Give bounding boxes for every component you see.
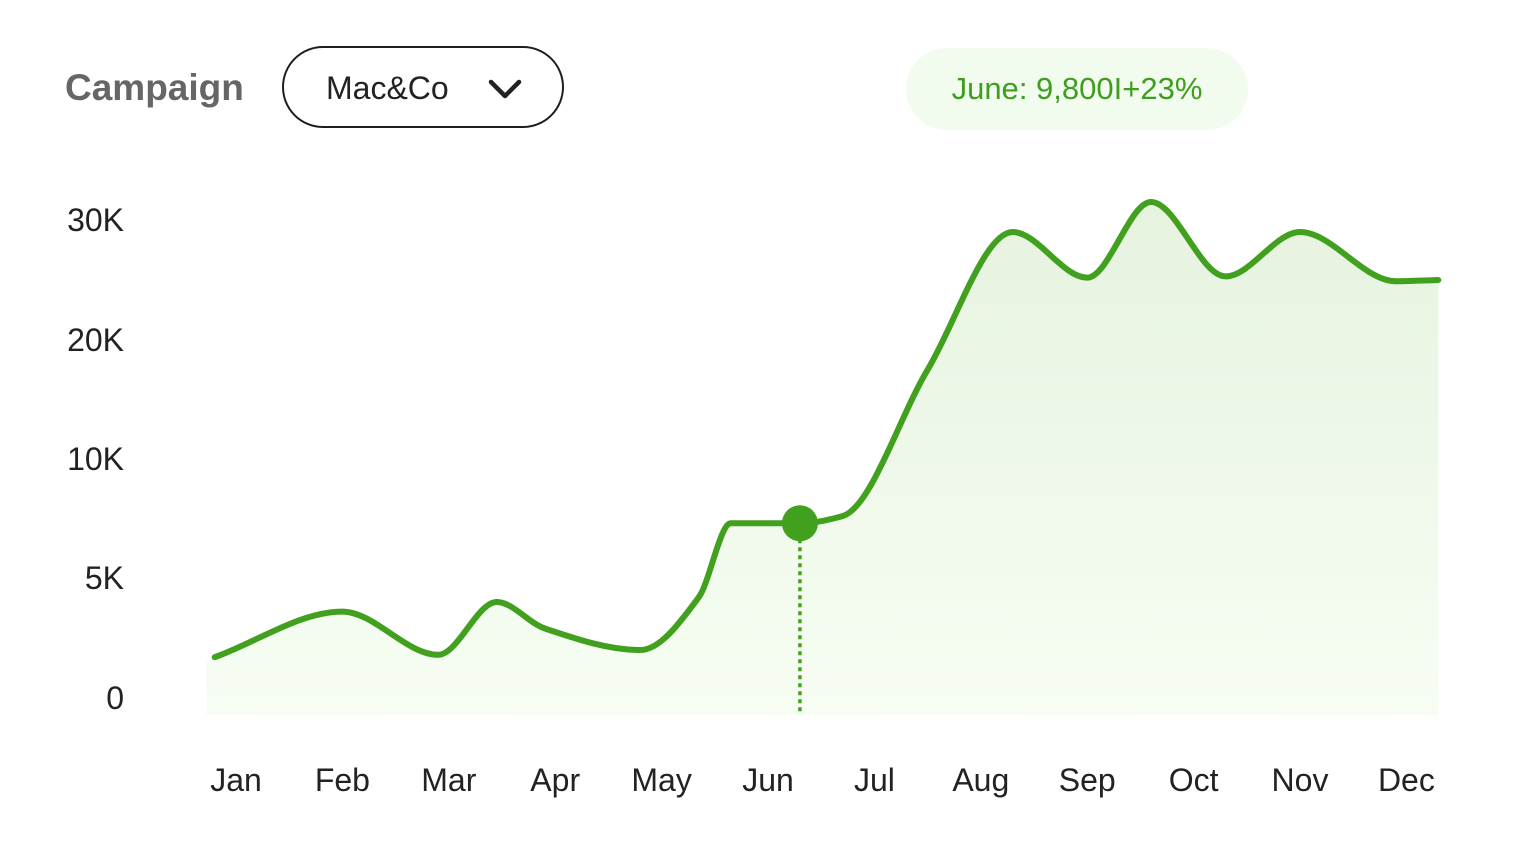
campaign-dropdown[interactable]: Mac&Co (282, 46, 564, 128)
y-tick-label: 5K (85, 560, 124, 596)
value-tooltip: June: 9,800 I +23% (906, 48, 1248, 130)
x-axis: Jan Feb Mar Apr May Jun Jul Aug Sep Oct Nov Dec (210, 762, 1435, 798)
y-tick-label: 0 (106, 680, 124, 716)
x-tick-label: Dec (1378, 762, 1435, 798)
y-tick-label: 10K (67, 441, 124, 477)
x-tick-label: Aug (952, 762, 1009, 798)
y-tick-label: 20K (67, 322, 124, 358)
y-tick-label: 30K (67, 202, 124, 238)
tooltip-change: +23% (1122, 71, 1203, 106)
x-tick-label: Nov (1272, 762, 1329, 798)
x-tick-label: May (631, 762, 691, 798)
x-tick-label: Jul (854, 762, 895, 798)
x-tick-label: Jan (210, 762, 262, 798)
campaign-dropdown-value: Mac&Co (326, 70, 449, 106)
chevron-down-icon (488, 79, 522, 99)
campaign-label: Campaign (65, 67, 244, 108)
x-tick-label: Mar (421, 762, 476, 798)
series-area (206, 202, 1439, 715)
x-tick-label: Apr (530, 762, 580, 798)
x-tick-label: Sep (1059, 762, 1116, 798)
y-axis: 0 5K 10K 20K 30K (67, 202, 124, 716)
x-tick-label: Oct (1169, 762, 1219, 798)
series-line (211, 199, 1442, 661)
x-tick-label: Feb (315, 762, 370, 798)
x-tick-label: Jun (742, 762, 794, 798)
tooltip-value: 9,800 (1036, 71, 1114, 106)
highlight-point[interactable] (781, 505, 818, 542)
tooltip-separator: I (1113, 71, 1123, 106)
tooltip-month: June (951, 71, 1019, 106)
